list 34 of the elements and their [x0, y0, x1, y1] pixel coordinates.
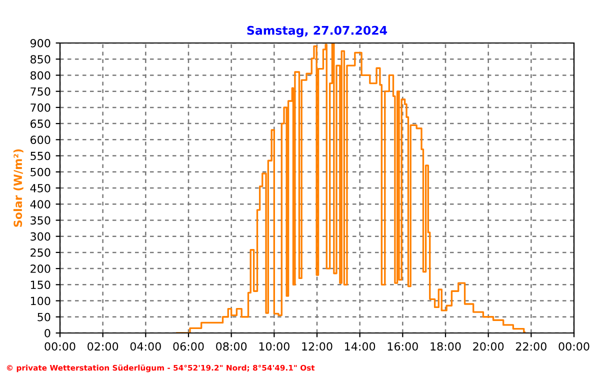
y-tick-label: 0 [44, 328, 50, 338]
x-tick-label: 02:00 [88, 342, 118, 351]
y-tick-label: 200 [30, 264, 50, 273]
y-tick-label: 500 [30, 168, 50, 176]
x-tick-label: 22:00 [516, 342, 546, 351]
y-tick-label: 50 [38, 312, 50, 322]
y-tick-label: 450 [30, 184, 50, 192]
chart-title: Samstag, 27.07.2024 [247, 26, 388, 38]
x-tick-label: 16:00 [388, 342, 418, 351]
y-tick-label: 300 [30, 232, 50, 241]
x-tick-label: 06:00 [173, 342, 204, 351]
y-tick-label: 700 [30, 103, 50, 112]
y-tick-label: 250 [30, 248, 50, 257]
x-tick-label: 08:00 [216, 342, 247, 351]
y-axis-title: Solar (W/m²) [13, 149, 24, 227]
y-tick-label: 100 [30, 296, 50, 306]
y-tick-label: 600 [30, 136, 50, 144]
y-tick-label: 150 [30, 280, 50, 290]
x-tick-label: 18:00 [430, 342, 461, 351]
x-tick-label: 14:00 [345, 342, 376, 351]
x-tick-label: 20:00 [473, 342, 504, 351]
x-tick-label: 04:00 [130, 342, 161, 351]
y-tick-label: 850 [30, 55, 50, 64]
y-tick-label: 800 [30, 71, 50, 80]
y-tick-label: 400 [30, 200, 50, 208]
y-tick-label: 900 [30, 38, 50, 48]
y-tick-label: 750 [30, 87, 50, 96]
y-tick-label: 350 [30, 216, 50, 225]
x-tick-label: 00:00 [44, 342, 76, 351]
x-tick-label: 00:00 [558, 342, 590, 351]
y-tick-label: 650 [30, 120, 50, 128]
x-tick-label: 10:00 [259, 342, 290, 351]
x-tick-label: 12:00 [302, 342, 332, 351]
y-tick-label: 550 [30, 152, 50, 160]
